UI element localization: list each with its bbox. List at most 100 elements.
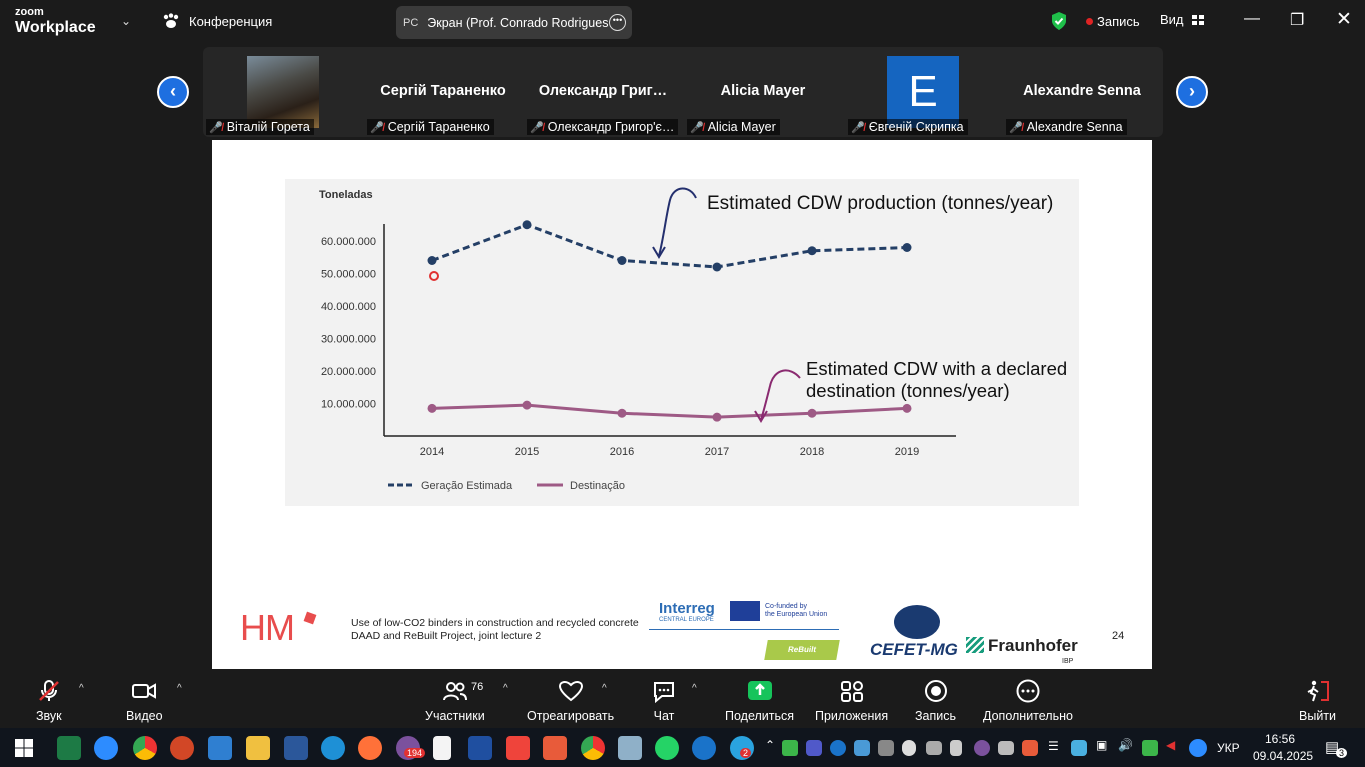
- participants-button[interactable]: Участники: [425, 679, 485, 723]
- tray-sublime-icon[interactable]: [1022, 740, 1038, 756]
- windows-start-icon[interactable]: [12, 736, 36, 760]
- chrome-user-icon[interactable]: [581, 736, 605, 760]
- tray-shield-icon[interactable]: [1142, 740, 1158, 756]
- file-explorer-icon[interactable]: [246, 736, 270, 760]
- chrome-icon[interactable]: [133, 736, 157, 760]
- webex-icon[interactable]: [692, 736, 716, 760]
- chevron-up-icon[interactable]: ^: [177, 683, 182, 694]
- data-point: [807, 246, 817, 256]
- restore-icon[interactable]: ❐: [1290, 12, 1305, 29]
- participant-tile[interactable]: Alexandre Senna 🎤̸ Alexandre Senna: [1003, 47, 1161, 137]
- tray-zoom-icon[interactable]: [1189, 739, 1207, 757]
- tray-usb-icon[interactable]: [950, 740, 962, 756]
- conference-button[interactable]: Конференция: [162, 13, 272, 29]
- eu-line1: Co-funded by: [765, 603, 808, 610]
- heart-icon: [527, 679, 614, 703]
- sublime-icon[interactable]: [543, 736, 567, 760]
- share-label: Поделиться: [725, 709, 795, 723]
- data-point: [522, 400, 532, 410]
- participant-strip: [203, 47, 1163, 137]
- teams-icon[interactable]: [806, 740, 822, 756]
- tray-overflow-icon[interactable]: ⌃: [765, 738, 776, 752]
- powerpoint-icon[interactable]: [170, 736, 194, 760]
- participants-label: Участники: [425, 709, 485, 723]
- record-button[interactable]: Запись: [915, 679, 956, 723]
- view-button[interactable]: Вид: [1160, 12, 1204, 27]
- next-page-button[interactable]: ›: [1176, 76, 1208, 108]
- chevron-up-icon[interactable]: ^: [602, 683, 607, 694]
- tray-webex-icon[interactable]: [830, 740, 846, 756]
- notifications-icon[interactable]: ▤: [1325, 739, 1340, 756]
- tray-check-icon[interactable]: [782, 740, 798, 756]
- participant-tile[interactable]: Alicia Mayer 🎤̸ Alicia Mayer: [684, 47, 842, 137]
- recording-indicator[interactable]: Запись: [1050, 11, 1140, 31]
- y-tick-label: 40.000.000: [321, 301, 376, 313]
- edge-icon[interactable]: [321, 736, 345, 760]
- annotation-arrowhead-production: [652, 246, 666, 259]
- whatsapp-icon[interactable]: [655, 736, 679, 760]
- interreg-sub: CENTRAL EUROPE: [659, 617, 714, 623]
- tray-mic-icon[interactable]: [902, 740, 916, 756]
- react-button[interactable]: Отреагировать: [527, 679, 614, 723]
- archive-icon[interactable]: [618, 736, 642, 760]
- prev-page-button[interactable]: ‹: [157, 76, 189, 108]
- screen-share-pill[interactable]: PC Экран (Prof. Conrado Rodrigues •••: [396, 6, 632, 39]
- clock-date[interactable]: 09.04.2025: [1253, 749, 1314, 763]
- y-tick-label: 20.000.000: [321, 366, 376, 378]
- fraunhofer-logo: Fraunhofer: [988, 636, 1078, 655]
- leave-button[interactable]: Выйти: [1299, 679, 1336, 723]
- apps-button[interactable]: Приложения: [815, 679, 888, 723]
- wifi-icon[interactable]: ☰: [1048, 739, 1059, 753]
- more-button[interactable]: Дополнительно: [983, 679, 1073, 723]
- tray-network-icon[interactable]: [1071, 740, 1087, 756]
- participant-tile[interactable]: 🎤̸ Віталій Горета: [203, 47, 361, 137]
- audio-label: Звук: [36, 709, 62, 723]
- language-indicator[interactable]: УКР: [1217, 741, 1240, 755]
- title-bar: zoom Workplace ⌄ Конференция PC Экран (P…: [0, 0, 1365, 44]
- footer-subtitle: DAAD and ReBuilt Project, joint lecture …: [351, 630, 542, 642]
- chevron-up-icon[interactable]: ^: [79, 683, 84, 694]
- y-tick-label: 60.000.000: [321, 236, 376, 248]
- chart-panel: [285, 179, 1079, 506]
- document-icon[interactable]: [433, 736, 451, 760]
- video-camera-icon: [126, 679, 163, 703]
- tray-app-icon[interactable]: [878, 740, 894, 756]
- legend-label: Geração Estimada: [421, 480, 513, 492]
- share-button[interactable]: Поделиться: [725, 679, 794, 723]
- close-icon[interactable]: ✕: [1336, 9, 1352, 30]
- audio-button[interactable]: Звук: [36, 679, 62, 723]
- participant-tile[interactable]: E 🎤̸ Євгеній Скрипка: [845, 47, 1003, 137]
- participant-name: Alicia Mayer: [720, 83, 806, 99]
- participant-label: 🎤̸ Віталій Горета: [206, 119, 314, 135]
- tray-camera-icon[interactable]: ▣: [1096, 738, 1108, 752]
- eu-line2: the European Union: [765, 611, 828, 618]
- tray-monitor-icon[interactable]: [926, 741, 942, 755]
- participant-tile[interactable]: Сергій Тараненко 🎤̸ Сергій Тараненко: [364, 47, 522, 137]
- chevron-up-icon[interactable]: ^: [692, 683, 697, 694]
- zoom-icon[interactable]: [94, 736, 118, 760]
- video-button[interactable]: Видео: [126, 679, 163, 723]
- chevron-up-icon[interactable]: ^: [503, 683, 508, 694]
- tray-drive-icon[interactable]: [998, 741, 1014, 755]
- data-point: [427, 256, 437, 265]
- participant-tile[interactable]: Олександр Григ… 🎤̸ Олександр Григор'є…: [524, 47, 682, 137]
- zoom-brand-logo[interactable]: zoom Workplace: [15, 7, 96, 36]
- word-icon[interactable]: [284, 736, 308, 760]
- save-icon[interactable]: [468, 736, 492, 760]
- participant-label: 🎤̸ Alexandre Senna: [1006, 119, 1127, 135]
- participant-name: Олександр Григ…: [538, 83, 668, 99]
- tray-speaker-icon[interactable]: ◀: [1166, 738, 1176, 752]
- tray-viber-icon[interactable]: [974, 740, 990, 756]
- chat-button[interactable]: Чат: [651, 679, 677, 723]
- participant-label: 🎤̸ Олександр Григор'є…: [527, 119, 679, 135]
- firefox-icon[interactable]: [358, 736, 382, 760]
- anydesk-icon[interactable]: [506, 736, 530, 760]
- minimize-icon[interactable]: —: [1244, 10, 1260, 27]
- more-options-icon[interactable]: •••: [609, 14, 626, 31]
- notepad-s-icon[interactable]: [208, 736, 232, 760]
- tray-cloud-icon[interactable]: [854, 740, 870, 756]
- chevron-down-icon[interactable]: ⌄: [121, 14, 132, 28]
- volume-icon[interactable]: 🔊: [1118, 738, 1133, 752]
- clock-time[interactable]: 16:56: [1265, 732, 1296, 746]
- excel-icon[interactable]: [57, 736, 81, 760]
